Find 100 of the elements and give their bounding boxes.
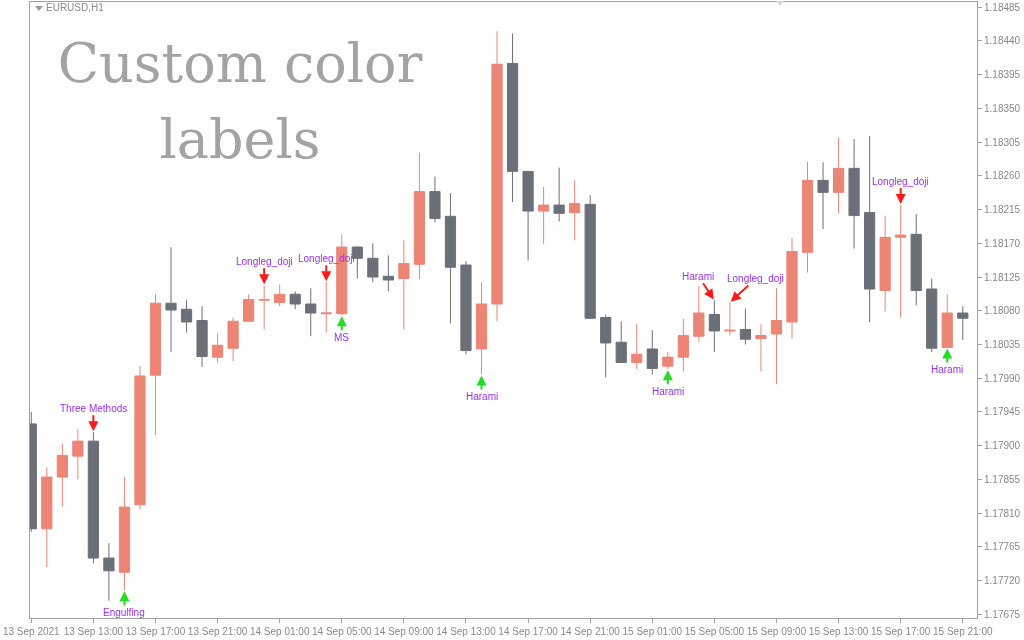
candlestick (848, 138, 860, 250)
y-tick-label: 1.17765 (984, 541, 1021, 553)
candlestick (538, 186, 550, 245)
y-tick-label: 1.17855 (984, 473, 1021, 485)
x-tick-label: 14 Sep 17:00 (498, 626, 559, 637)
candlestick (755, 323, 767, 372)
candlestick (444, 192, 457, 324)
annotation: Longleg_doji (727, 273, 784, 284)
candlestick (926, 278, 938, 353)
x-tick-label: 13 Sep 21:00 (187, 626, 248, 637)
candlestick (460, 260, 472, 355)
candlestick (289, 290, 301, 310)
candlestick (646, 329, 658, 375)
x-tick-label: 15 Sep 01:00 (622, 626, 683, 637)
annotation: MS (334, 332, 350, 343)
candlestick (382, 254, 394, 292)
candlestick (149, 293, 162, 436)
annotation: Harami (931, 364, 964, 375)
candlestick (569, 179, 581, 241)
candlestick (211, 332, 224, 363)
candlestick (491, 30, 503, 322)
annotation: Engulfing (103, 607, 145, 618)
candlestick (957, 305, 969, 341)
annotation: Longleg_doji (872, 176, 929, 187)
candlestick (553, 167, 565, 223)
y-tick-label: 1.18350 (984, 102, 1021, 114)
x-tick-label: 13 Sep 2021 (2, 626, 61, 637)
candlestick (724, 302, 736, 336)
candlestick (770, 287, 783, 385)
text: Custom color labels (56, 31, 424, 173)
candlestick (662, 351, 674, 370)
candlestick (118, 476, 131, 591)
y-tick-label: 1.18260 (984, 170, 1021, 182)
candlestick (475, 281, 488, 375)
y-tick-label: 1.18440 (984, 35, 1021, 47)
candlestick (693, 285, 705, 343)
candlestick (600, 314, 612, 378)
y-tick-label: 1.18215 (984, 204, 1021, 216)
y-tick-label: 1.17900 (984, 440, 1021, 452)
candlestick (708, 299, 720, 353)
y-tick-label: 1.18035 (984, 338, 1021, 350)
candlestick (165, 246, 177, 353)
y-tick-label: 1.18170 (984, 237, 1021, 249)
candlestick (739, 308, 752, 345)
candlestick (584, 194, 596, 320)
annotation: Harami (682, 271, 715, 282)
candlestick (786, 237, 798, 339)
y-tick-label: 1.18080 (984, 305, 1021, 317)
candlestick (631, 323, 643, 370)
y-tick-label: 1.18395 (984, 69, 1021, 81)
candlestick (413, 152, 426, 280)
x-tick-label: 15 Sep 05:00 (684, 626, 745, 637)
candlestick (243, 293, 255, 323)
x-tick-label: 15 Sep 09:00 (746, 626, 807, 637)
y-tick-label: 1.17675 (984, 608, 1021, 620)
y-tick-label: 1.17945 (984, 406, 1021, 418)
candlestick (506, 32, 519, 203)
candlestick (367, 242, 379, 283)
candlestick (817, 161, 829, 230)
x-tick-label: 14 Sep 09:00 (374, 626, 435, 637)
x-tick-label: 14 Sep 21:00 (560, 626, 621, 637)
candlestick (429, 176, 441, 223)
annotation: Harami (652, 386, 685, 397)
annotation: Harami (466, 391, 499, 402)
y-tick-label: 1.17990 (984, 372, 1021, 384)
candlestick (103, 542, 115, 602)
candlestick (134, 365, 146, 510)
x-tick-label: 13 Sep 17:00 (125, 626, 186, 637)
y-tick-label: 1.18125 (984, 271, 1021, 283)
y-tick-label: 1.17810 (984, 507, 1021, 519)
y-tick-label: 1.18485 (984, 1, 1021, 13)
candlestick (72, 428, 84, 480)
y-tick-label: 1.17720 (984, 575, 1021, 587)
x-tick-label: 14 Sep 01:00 (249, 626, 310, 637)
candlestick (522, 170, 534, 262)
candlestick (41, 466, 53, 568)
candlestick (677, 318, 689, 372)
x-tick-label: 14 Sep 05:00 (312, 626, 372, 637)
x-tick-label: 15 Sep 21:00 (933, 626, 993, 637)
candlestick (910, 213, 922, 306)
candlestick (615, 320, 627, 363)
candlestick (196, 305, 208, 368)
candlestick (274, 284, 286, 307)
x-tick-label: 15 Sep 17:00 (870, 626, 931, 637)
candlestick (941, 293, 953, 348)
x-tick-label: 15 Sep 13:00 (808, 626, 869, 637)
annotation: Three Methods (60, 403, 128, 414)
candlestick (832, 137, 845, 214)
chart-subtitle: EURUSD,H1 (46, 2, 104, 13)
candlestick (227, 316, 239, 362)
candlestick (801, 161, 814, 274)
candlestick (305, 287, 317, 337)
candlestick (56, 442, 68, 507)
candlestick (180, 299, 193, 333)
x-tick-label: 13 Sep 13:00 (63, 626, 124, 637)
candlestick (879, 215, 891, 312)
y-tick-label: 1.18305 (984, 136, 1021, 148)
candlestick (398, 239, 410, 330)
annotation: Longleg_doji (236, 256, 293, 267)
x-tick-label: 14 Sep 13:00 (436, 626, 497, 637)
